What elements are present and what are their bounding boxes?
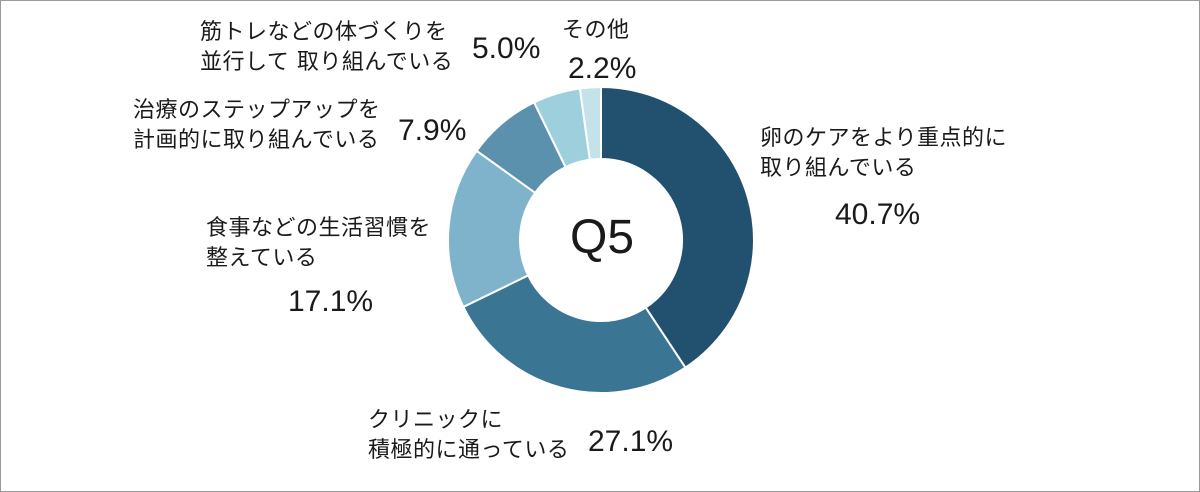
label-other: その他 <box>562 18 630 43</box>
label-clinic-line1: クリニックに <box>368 408 504 433</box>
value-clinic: 27.1% <box>588 425 674 458</box>
chart-title: Q5 <box>569 211 635 264</box>
slice-egg-care <box>600 85 755 370</box>
slice-clinic <box>462 274 687 394</box>
slice-other <box>578 85 602 161</box>
label-stepup-line2: 計画的に取り組んでいる <box>133 128 380 153</box>
label-stepup-line1: 治療のステップアップを <box>133 98 381 123</box>
value-diet: 17.1% <box>288 285 374 318</box>
value-egg-care: 40.7% <box>835 198 921 231</box>
value-other: 2.2% <box>568 52 637 85</box>
label-diet-line2: 整えている <box>206 246 318 271</box>
label-clinic-line2: 積極的に通っている <box>368 438 570 463</box>
label-egg-care-line1: 卵のケアをより重点的に <box>760 126 1008 151</box>
label-training-line1: 筋トレなどの体づくりを <box>200 20 448 45</box>
label-egg-care-line2: 取り組んでいる <box>760 156 917 181</box>
value-stepup: 7.9% <box>398 114 467 147</box>
label-diet-line1: 食事などの生活習慣を <box>206 216 432 241</box>
value-training: 5.0% <box>472 32 541 65</box>
label-training-line2: 並行して 取り組んでいる <box>200 50 454 75</box>
